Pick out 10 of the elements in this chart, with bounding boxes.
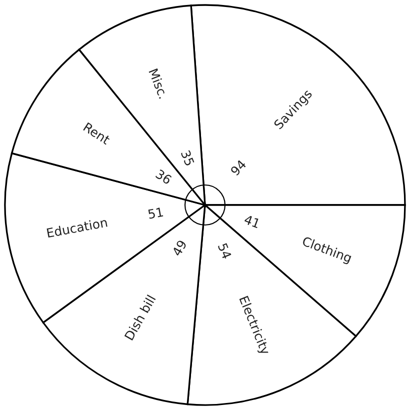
data-label: 49	[172, 239, 188, 257]
data-label: 51	[148, 207, 164, 219]
slice-label: Education	[46, 217, 108, 238]
data-label: 36	[155, 169, 172, 185]
slice-label: Misc.	[148, 68, 168, 99]
data-label: 54	[218, 242, 232, 260]
slice-label: Dish bill	[124, 294, 156, 341]
data-label: 35	[180, 150, 195, 166]
data-label: 41	[244, 214, 260, 228]
data-label: 94	[230, 159, 247, 176]
